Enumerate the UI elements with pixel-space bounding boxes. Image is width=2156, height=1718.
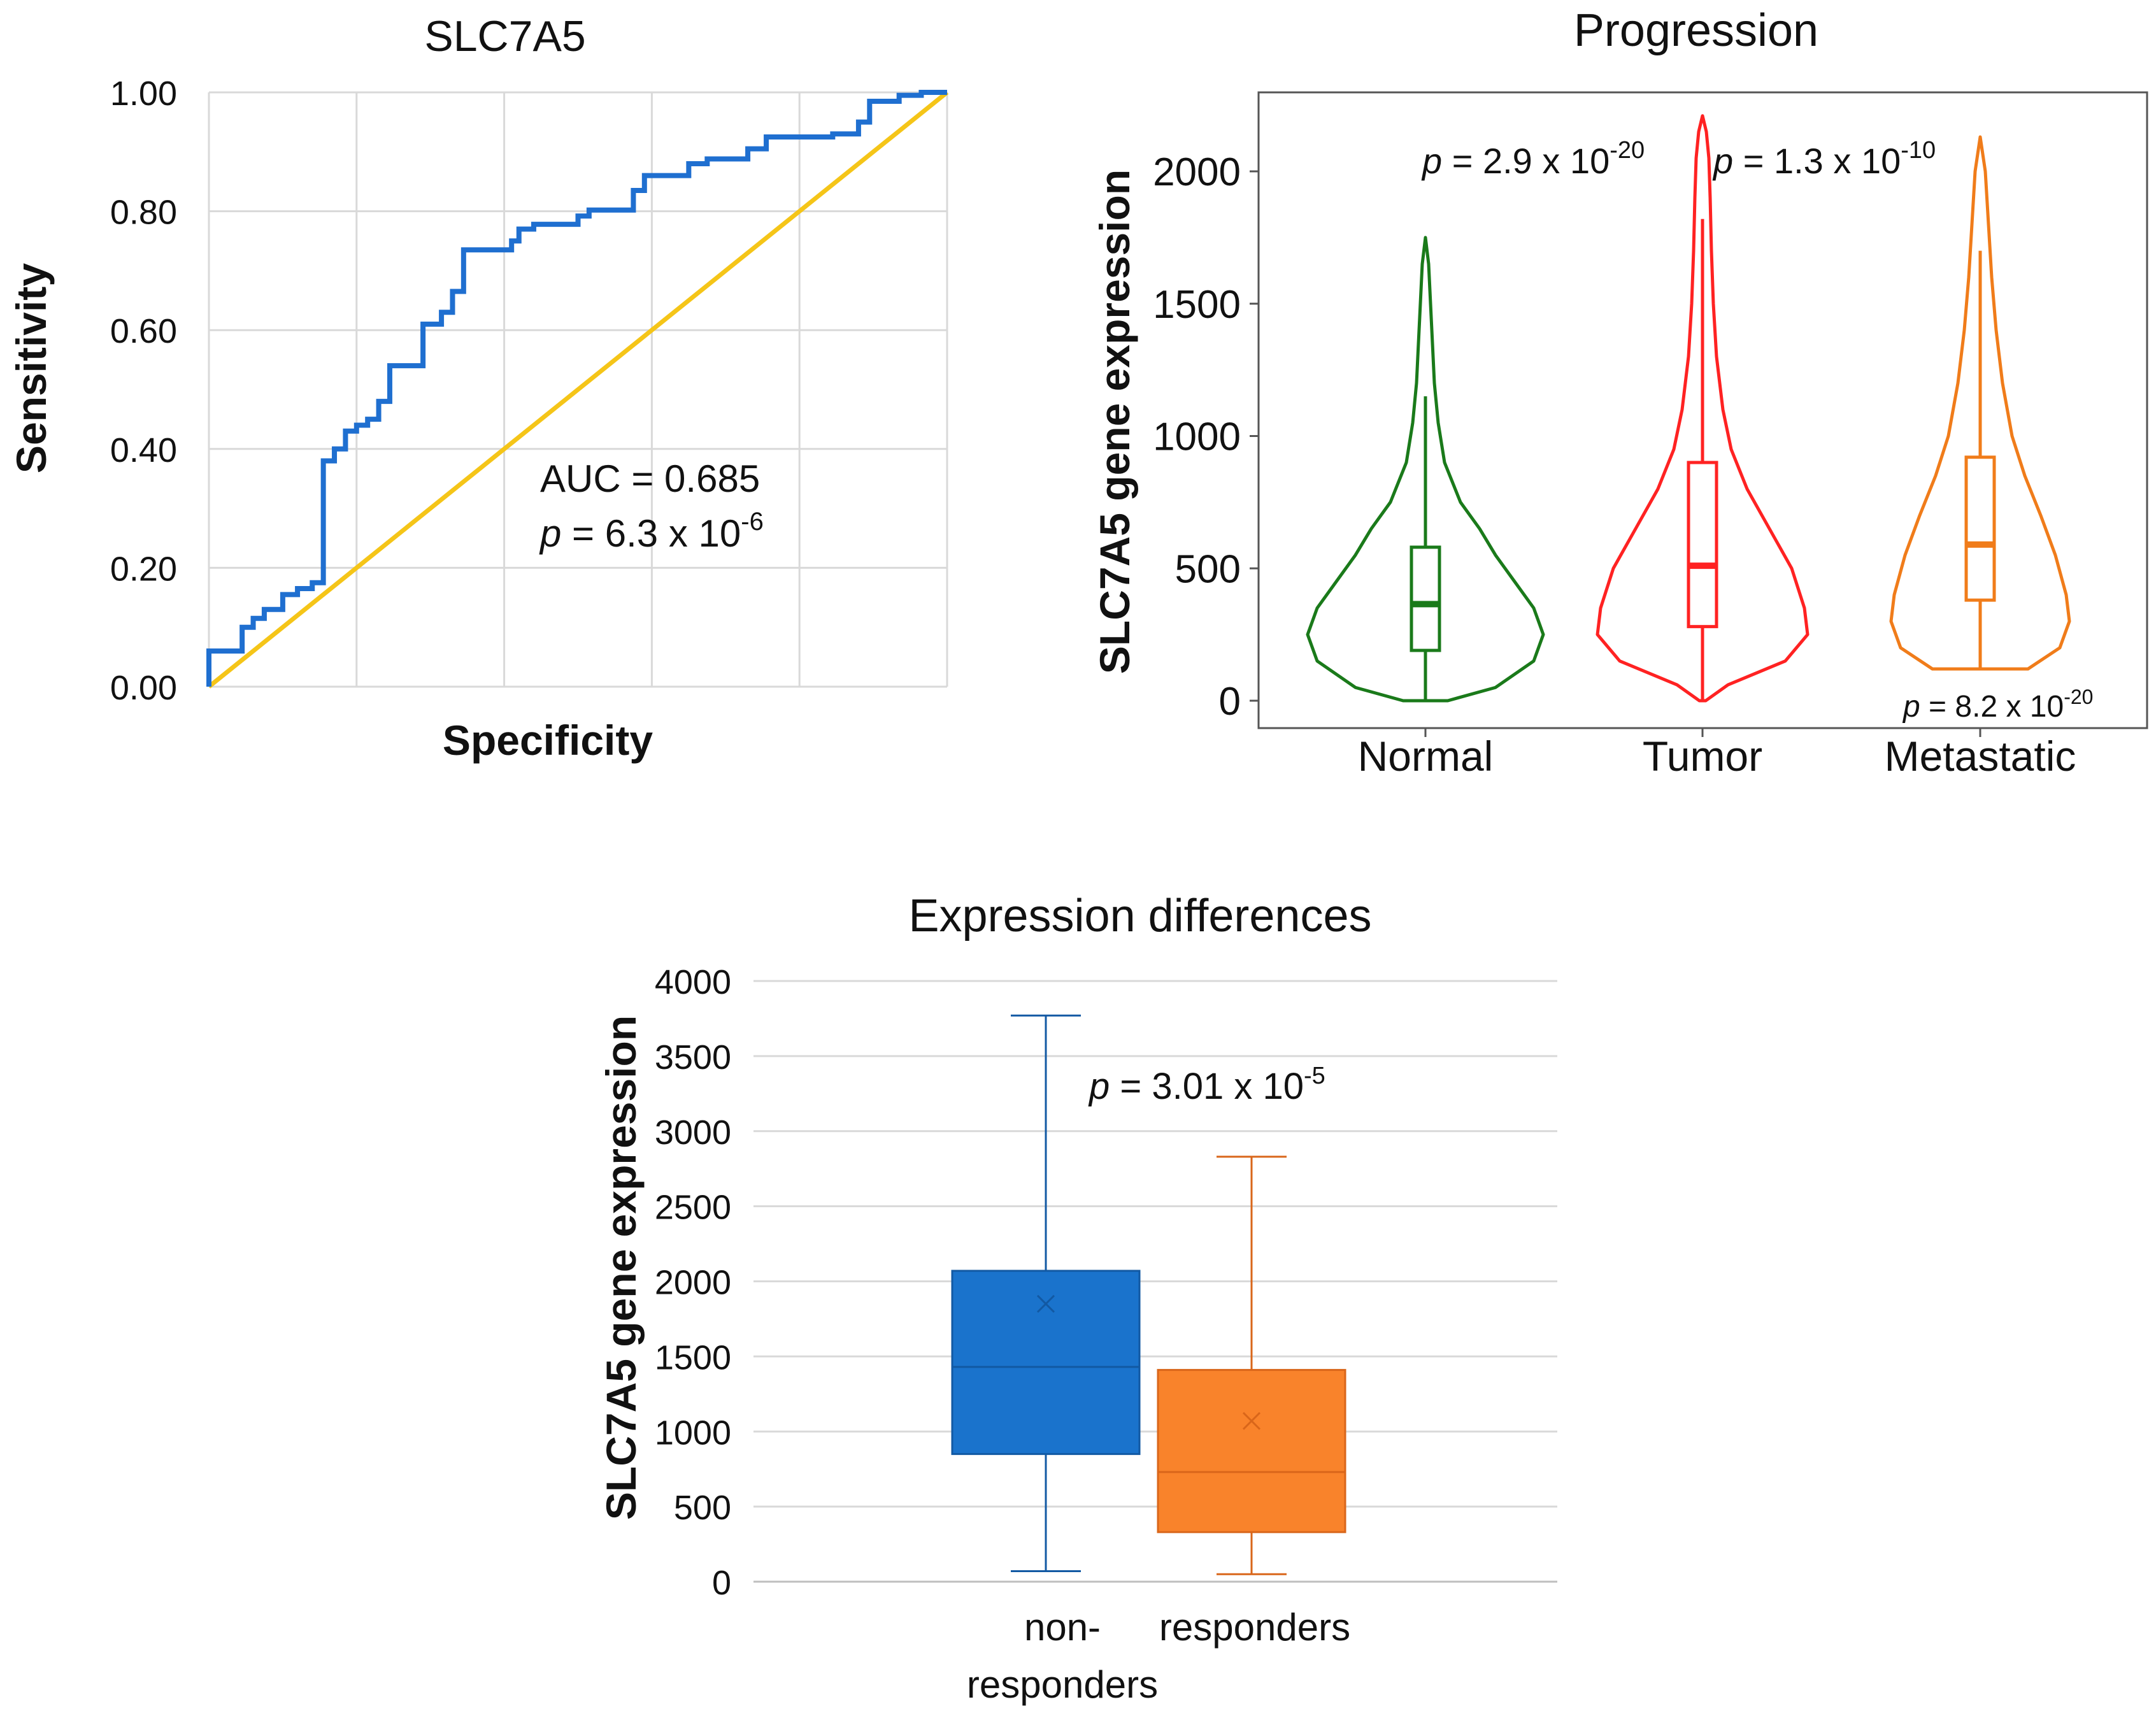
box-groups <box>951 1014 1346 1575</box>
box-non-responders <box>951 1270 1141 1456</box>
violin-p-tumor-metastatic: p = 1.3 x 10-10 <box>1712 137 1936 181</box>
box-mean-marker <box>1036 1294 1055 1313</box>
violin-x-tick-label: Metastatic <box>1885 733 2076 780</box>
box-title: Expression differences <box>908 891 1371 941</box>
violin-x-tick-label: Normal <box>1358 733 1494 780</box>
roc-p-value: p = 6.3 x 10-6 <box>539 508 764 555</box>
roc-y-tick-label: 1.00 <box>110 75 177 113</box>
roc-y-tick-label: 0.60 <box>110 312 177 350</box>
violin-y-tick-label: 500 <box>1175 547 1241 591</box>
roc-x-label: Specificity <box>443 717 653 764</box>
box-y-tick-label: 1500 <box>655 1338 731 1377</box>
roc-title: SLC7A5 <box>424 12 585 61</box>
violin-p-normal-tumor: p = 2.9 x 10-20 <box>1421 137 1645 181</box>
violin-y-tick-label: 0 <box>1219 680 1241 724</box>
violin-chart: Progression 0 500 1000 1500 2000 Normal Tumor… <box>1091 5 2148 780</box>
box-y-tick-label: 0 <box>712 1564 731 1602</box>
box-y-tick-label: 1000 <box>655 1414 731 1452</box>
roc-chart: SLC7A5 0.00 0.20 0.40 0.60 0.80 1.00 Specific… <box>8 12 949 764</box>
box-p-value: p = 3.01 x 10-5 <box>1088 1063 1325 1107</box>
violin-x-tick-label: Tumor <box>1643 733 1762 780</box>
roc-y-tick-label: 0.00 <box>110 669 177 707</box>
box-y-tick-label: 4000 <box>655 963 731 1001</box>
roc-reference-line <box>207 90 949 689</box>
box-chart: Expression differences 0 500 1000 1500 2000 2… <box>597 891 1557 1706</box>
roc-y-tick-label: 0.20 <box>110 550 177 588</box>
box-y-ticks: 0 500 1000 1500 2000 2500 3000 3500 4000 <box>655 963 731 1602</box>
roc-curve <box>206 90 947 687</box>
box-y-tick-label: 2500 <box>655 1189 731 1227</box>
violin-box-metastatic <box>1964 455 1996 602</box>
roc-p-symbol: p <box>539 512 561 555</box>
violin-y-tick-label: 2000 <box>1153 150 1241 194</box>
roc-p-exp: -6 <box>741 508 764 536</box>
box-y-tick-label: 3500 <box>655 1038 731 1077</box>
violin-shape-tumor <box>1596 114 1810 703</box>
roc-grid <box>208 91 948 688</box>
violin-y-tick-label: 1500 <box>1153 283 1241 327</box>
box-responders <box>1157 1369 1346 1533</box>
roc-auc-label: AUC = 0.685 <box>540 457 760 500</box>
roc-y-label: Sensitivity <box>8 263 55 473</box>
box-mean-marker <box>1242 1412 1261 1430</box>
roc-y-ticks: 0.00 0.20 0.40 0.60 0.80 1.00 <box>110 75 177 707</box>
box-x-tick-label: responders <box>1159 1606 1350 1649</box>
violin-box-normal <box>1410 545 1441 652</box>
roc-y-tick-label: 0.40 <box>110 431 177 469</box>
violin-y-ticks: 0 500 1000 1500 2000 <box>1153 150 1259 724</box>
violin-x-labels: Normal Tumor Metastatic <box>1358 728 2076 780</box>
violin-y-label: SLC7A5 gene expression <box>1091 169 1138 674</box>
violin-shape-metastatic <box>1889 135 2071 671</box>
box-y-tick-label: 2000 <box>655 1264 731 1302</box>
violin-p-normal-metastatic: p = 8.2 x 10-20 <box>1902 685 2093 724</box>
violin-box-tumor <box>1687 461 1718 629</box>
violin-shape-normal <box>1306 236 1545 703</box>
box-x-tick-label: non- <box>1024 1606 1101 1649</box>
box-y-tick-label: 500 <box>674 1489 731 1527</box>
box-y-label: SLC7A5 gene expression <box>597 1015 645 1520</box>
box-x-tick-label: responders <box>967 1663 1158 1706</box>
roc-y-tick-label: 0.80 <box>110 194 177 232</box>
box-y-tick-label: 3000 <box>655 1113 731 1152</box>
roc-p-text: = 6.3 x 10 <box>561 512 741 555</box>
box-grid <box>753 980 1557 1583</box>
violin-y-tick-label: 1000 <box>1153 415 1241 459</box>
violin-title: Progression <box>1574 5 1818 56</box>
violin-groups <box>1306 114 2071 703</box>
